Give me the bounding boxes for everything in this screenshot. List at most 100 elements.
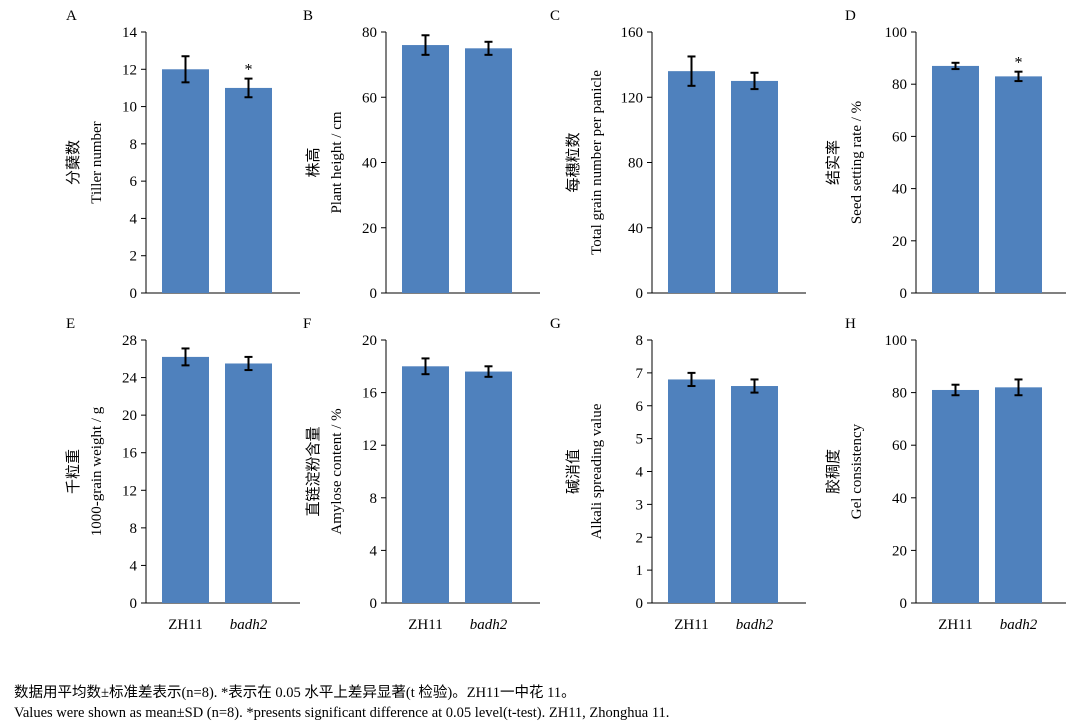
panel-e-category-label: badh2: [230, 617, 268, 633]
panel-e-ylabel-cn: 千粒重: [65, 449, 82, 494]
caption-english: Values were shown as mean±SD (n=8). *pre…: [14, 705, 670, 721]
panel-e-ylabel-en: 1000-grain weight / g: [89, 406, 105, 536]
panel-f-y-tick-label: 0: [370, 596, 378, 612]
panel-a-ylabel-cn: 分蘖数: [65, 140, 82, 185]
panel-g-ylabel-cn: 碱消值: [565, 449, 582, 494]
panel-b-ylabel-en: Plant height / cm: [329, 111, 345, 213]
panel-f-ylabel-cn: 直链淀粉含量: [305, 426, 322, 516]
panel-c-y-tick-label: 40: [628, 221, 643, 237]
panel-c-y-tick-label: 120: [621, 90, 644, 106]
panel-g-bar-badh2: [731, 386, 778, 603]
panel-d-y-tick-label: 20: [892, 234, 907, 250]
panel-f-bar-badh2: [465, 371, 512, 603]
panel-e-y-tick-label: 4: [130, 558, 138, 574]
panel-c-ylabel-en: Total grain number per panicle: [589, 70, 605, 255]
panel-f-bar-zh11: [402, 366, 449, 603]
panel-a-label: A: [66, 8, 77, 24]
panel-g-y-tick-label: 2: [636, 530, 644, 546]
panel-a-bar-badh2: [225, 87, 272, 293]
panel-g-ylabel-en: Alkali spreading value: [589, 403, 605, 539]
panel-h-category-label: badh2: [1000, 617, 1038, 633]
panel-b-y-tick-label: 20: [362, 221, 377, 237]
panel-d-y-tick-label: 100: [885, 25, 908, 41]
panel-d-y-tick-label: 40: [892, 182, 907, 198]
panel-d-label: D: [845, 8, 856, 24]
panel-f-y-tick-label: 4: [370, 543, 378, 559]
panel-a-y-tick-label: 12: [122, 62, 137, 78]
panel-h-bar-zh11: [932, 389, 979, 603]
panel-d-significance-mark: *: [1015, 55, 1023, 72]
panel-h-y-tick-label: 100: [885, 333, 908, 349]
panel-d-bar-badh2: [995, 76, 1042, 294]
panel-f-y-tick-label: 20: [362, 333, 377, 349]
panel-f-category-label: badh2: [470, 617, 508, 633]
panel-c-ylabel-cn: 每穗粒数: [565, 132, 582, 192]
panel-h-y-tick-label: 20: [892, 543, 907, 559]
panel-g-y-tick-label: 5: [636, 432, 644, 448]
panel-b-bar-zh11: [402, 45, 449, 293]
panel-e-y-tick-label: 28: [122, 333, 137, 349]
panel-a-y-tick-label: 14: [122, 25, 138, 41]
panel-c-bar-zh11: [668, 71, 715, 294]
panel-g-bar-zh11: [668, 379, 715, 603]
panel-d-ylabel-cn: 结实率: [825, 140, 842, 185]
panel-e-y-tick-label: 8: [130, 521, 138, 537]
panel-e-bar-badh2: [225, 363, 272, 603]
panel-g-label: G: [550, 316, 561, 332]
panel-g-y-tick-label: 4: [636, 465, 644, 481]
panel-g-y-tick-label: 8: [636, 333, 644, 349]
panel-a-y-tick-label: 6: [130, 174, 138, 190]
panel-d-y-tick-label: 80: [892, 77, 907, 93]
panel-b-ylabel-cn: 株高: [305, 147, 322, 177]
panel-c-y-tick-label: 0: [636, 286, 644, 302]
panel-c-bar-badh2: [731, 80, 778, 293]
panel-a-bar-zh11: [162, 69, 209, 294]
panel-e-label: E: [66, 316, 75, 332]
panel-h-y-tick-label: 0: [900, 596, 908, 612]
panel-h-bar-badh2: [995, 387, 1042, 603]
panel-b-y-tick-label: 40: [362, 156, 377, 172]
panel-e-bar-zh11: [162, 356, 209, 603]
panel-g-y-tick-label: 3: [636, 497, 644, 513]
panel-c-y-tick-label: 80: [628, 156, 643, 172]
caption-chinese: 数据用平均数±标准差表示(n=8). *表示在 0.05 水平上差异显著(t 检…: [14, 685, 576, 701]
panel-g-category-label: badh2: [736, 617, 774, 633]
panel-h-ylabel-cn: 胶稠度: [825, 449, 842, 494]
panel-d-ylabel-en: Seed setting rate / %: [849, 101, 865, 224]
panel-d-bar-zh11: [932, 65, 979, 294]
panel-f-category-label: ZH11: [408, 617, 442, 633]
panel-a-y-tick-label: 2: [130, 249, 138, 265]
panel-a-significance-mark: *: [245, 62, 253, 79]
panel-c-label: C: [550, 8, 560, 24]
panel-a-y-tick-label: 4: [130, 211, 138, 227]
panel-h-category-label: ZH11: [938, 617, 972, 633]
panel-h-y-tick-label: 80: [892, 386, 907, 402]
panel-a-y-tick-label: 10: [122, 100, 137, 116]
panel-h-y-tick-label: 40: [892, 491, 907, 507]
panel-b-y-tick-label: 60: [362, 90, 377, 106]
panel-e-category-label: ZH11: [168, 617, 202, 633]
panel-d-y-tick-label: 0: [900, 286, 908, 302]
panel-b-y-tick-label: 80: [362, 25, 377, 41]
panel-g-y-tick-label: 0: [636, 596, 644, 612]
panel-h-y-tick-label: 60: [892, 438, 907, 454]
panel-f-y-tick-label: 12: [362, 438, 377, 454]
panel-g-y-tick-label: 1: [636, 563, 644, 579]
panel-h-ylabel-en: Gel consistency: [849, 423, 865, 519]
panel-g-category-label: ZH11: [674, 617, 708, 633]
panel-e-y-tick-label: 24: [122, 371, 138, 387]
panel-f-ylabel-en: Amylose content / %: [329, 408, 345, 534]
panel-e-y-tick-label: 12: [122, 483, 137, 499]
panel-a-y-tick-label: 8: [130, 137, 138, 153]
panel-e-y-tick-label: 0: [130, 596, 138, 612]
panel-e-y-tick-label: 20: [122, 408, 137, 424]
panel-g-y-tick-label: 7: [636, 366, 644, 382]
panel-h-label: H: [845, 316, 856, 332]
panel-b-y-tick-label: 0: [370, 286, 378, 302]
panel-f-y-tick-label: 16: [362, 386, 378, 402]
panel-b-label: B: [303, 8, 313, 24]
panel-c-y-tick-label: 160: [621, 25, 644, 41]
panel-g-y-tick-label: 6: [636, 399, 644, 415]
panel-d-y-tick-label: 60: [892, 129, 907, 145]
